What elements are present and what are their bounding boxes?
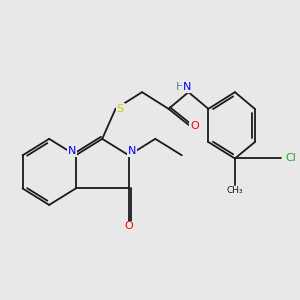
Text: S: S xyxy=(117,104,124,114)
Text: O: O xyxy=(124,221,133,231)
Text: N: N xyxy=(183,82,191,92)
Text: CH₃: CH₃ xyxy=(226,186,243,195)
Text: N: N xyxy=(68,146,76,156)
Text: Cl: Cl xyxy=(285,154,296,164)
Text: O: O xyxy=(190,121,199,131)
Text: N: N xyxy=(128,146,136,156)
Text: H: H xyxy=(176,82,184,92)
